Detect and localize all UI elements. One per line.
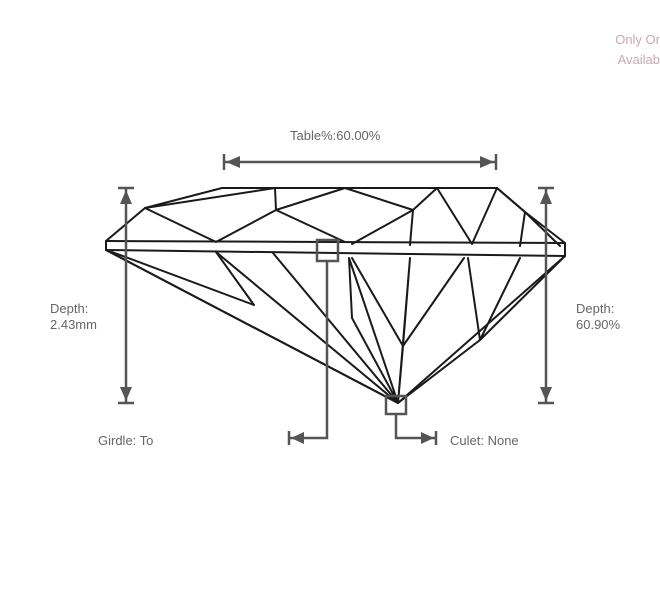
table-width-indicator <box>222 154 498 170</box>
depth-mm-indicator <box>118 186 134 405</box>
girdle-label: Girdle: To <box>98 433 154 448</box>
diamond-stone <box>105 187 566 404</box>
availability-note-line1: Only Or <box>615 32 660 47</box>
depth-mm-title: Depth: <box>50 301 89 316</box>
depth-mm-value: 2.43mm <box>50 317 97 332</box>
girdle-callout <box>287 238 340 445</box>
culet-label: Culet: None <box>450 433 519 448</box>
girdle-line-bottom <box>105 249 566 257</box>
depth-percent-indicator <box>538 186 554 405</box>
depth-percent-value: 60.90% <box>576 317 621 332</box>
girdle-line-top <box>105 240 566 244</box>
table-percent-label: Table%:60.00% <box>290 128 381 143</box>
depth-mm-label: Depth: 2.43mm <box>50 301 97 333</box>
culet-callout <box>384 394 438 445</box>
depth-percent-title: Depth: <box>576 301 615 316</box>
pavilion-facets <box>105 249 566 404</box>
dimension-lines <box>118 154 554 445</box>
depth-percent-label: Depth: 60.90% <box>576 301 620 333</box>
availability-note-line2: Availab <box>617 52 660 67</box>
crown-facets <box>144 187 561 247</box>
availability-note: Only Or Availab <box>610 30 660 70</box>
